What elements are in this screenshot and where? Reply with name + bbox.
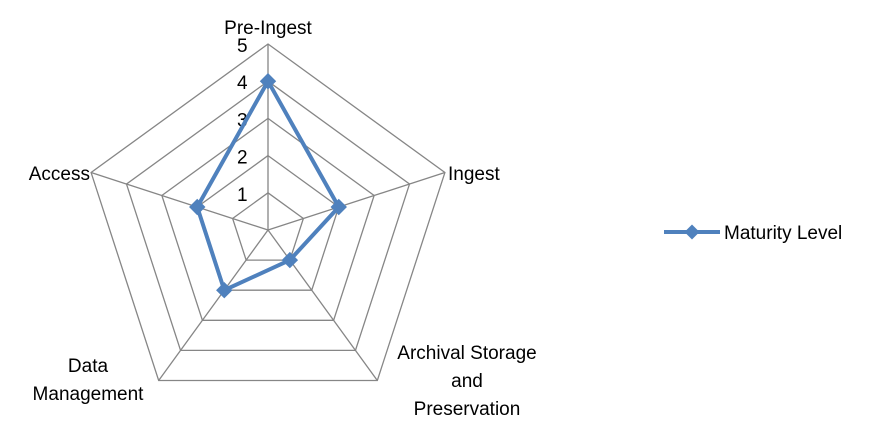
category-label: Ingest [448, 164, 500, 185]
legend: Maturity Level [664, 223, 842, 244]
category-label-line: Preservation [414, 399, 521, 420]
grid-spoke [158, 229, 269, 381]
category-label-line: Access [29, 164, 90, 185]
category-label-line: Management [33, 384, 145, 405]
category-label-line: Data [68, 356, 109, 377]
tick-label: 2 [237, 148, 248, 169]
category-label: Data Management [33, 356, 145, 405]
category-label-line: and [451, 371, 483, 392]
grid-ring [161, 117, 375, 321]
grid-ring [125, 80, 411, 352]
category-label: Pre-Ingest [224, 18, 312, 39]
radar-grid [90, 43, 446, 382]
series-line [195, 79, 341, 293]
grid-ring [231, 191, 305, 261]
grid-spoke [267, 229, 378, 381]
legend-label: Maturity Level [724, 223, 842, 244]
grid-ring [90, 43, 446, 382]
data-point [189, 198, 206, 216]
data-point [216, 281, 233, 299]
tick-label: 5 [237, 36, 248, 57]
data-point [330, 198, 347, 216]
category-label-line: Pre-Ingest [224, 18, 312, 39]
grid-ring [196, 154, 340, 291]
tick-label: 3 [237, 110, 248, 131]
category-label: Archival Storage and Preservation [397, 343, 536, 420]
category-label: Access [29, 164, 90, 185]
tick-label: 4 [237, 73, 248, 94]
category-label-line: Ingest [448, 164, 500, 185]
radial-tick-labels: 1 2 3 4 5 [237, 36, 248, 206]
data-point [281, 251, 299, 269]
legend-marker [684, 224, 700, 240]
series-layer [189, 72, 347, 299]
data-point [259, 72, 277, 90]
grid-spoke [267, 171, 446, 231]
grid-spoke [90, 171, 269, 231]
tick-label: 1 [237, 185, 248, 206]
category-labels: Pre-Ingest Ingest Archival Storage and Prese… [29, 18, 537, 420]
category-label-line: Archival Storage [397, 343, 536, 364]
